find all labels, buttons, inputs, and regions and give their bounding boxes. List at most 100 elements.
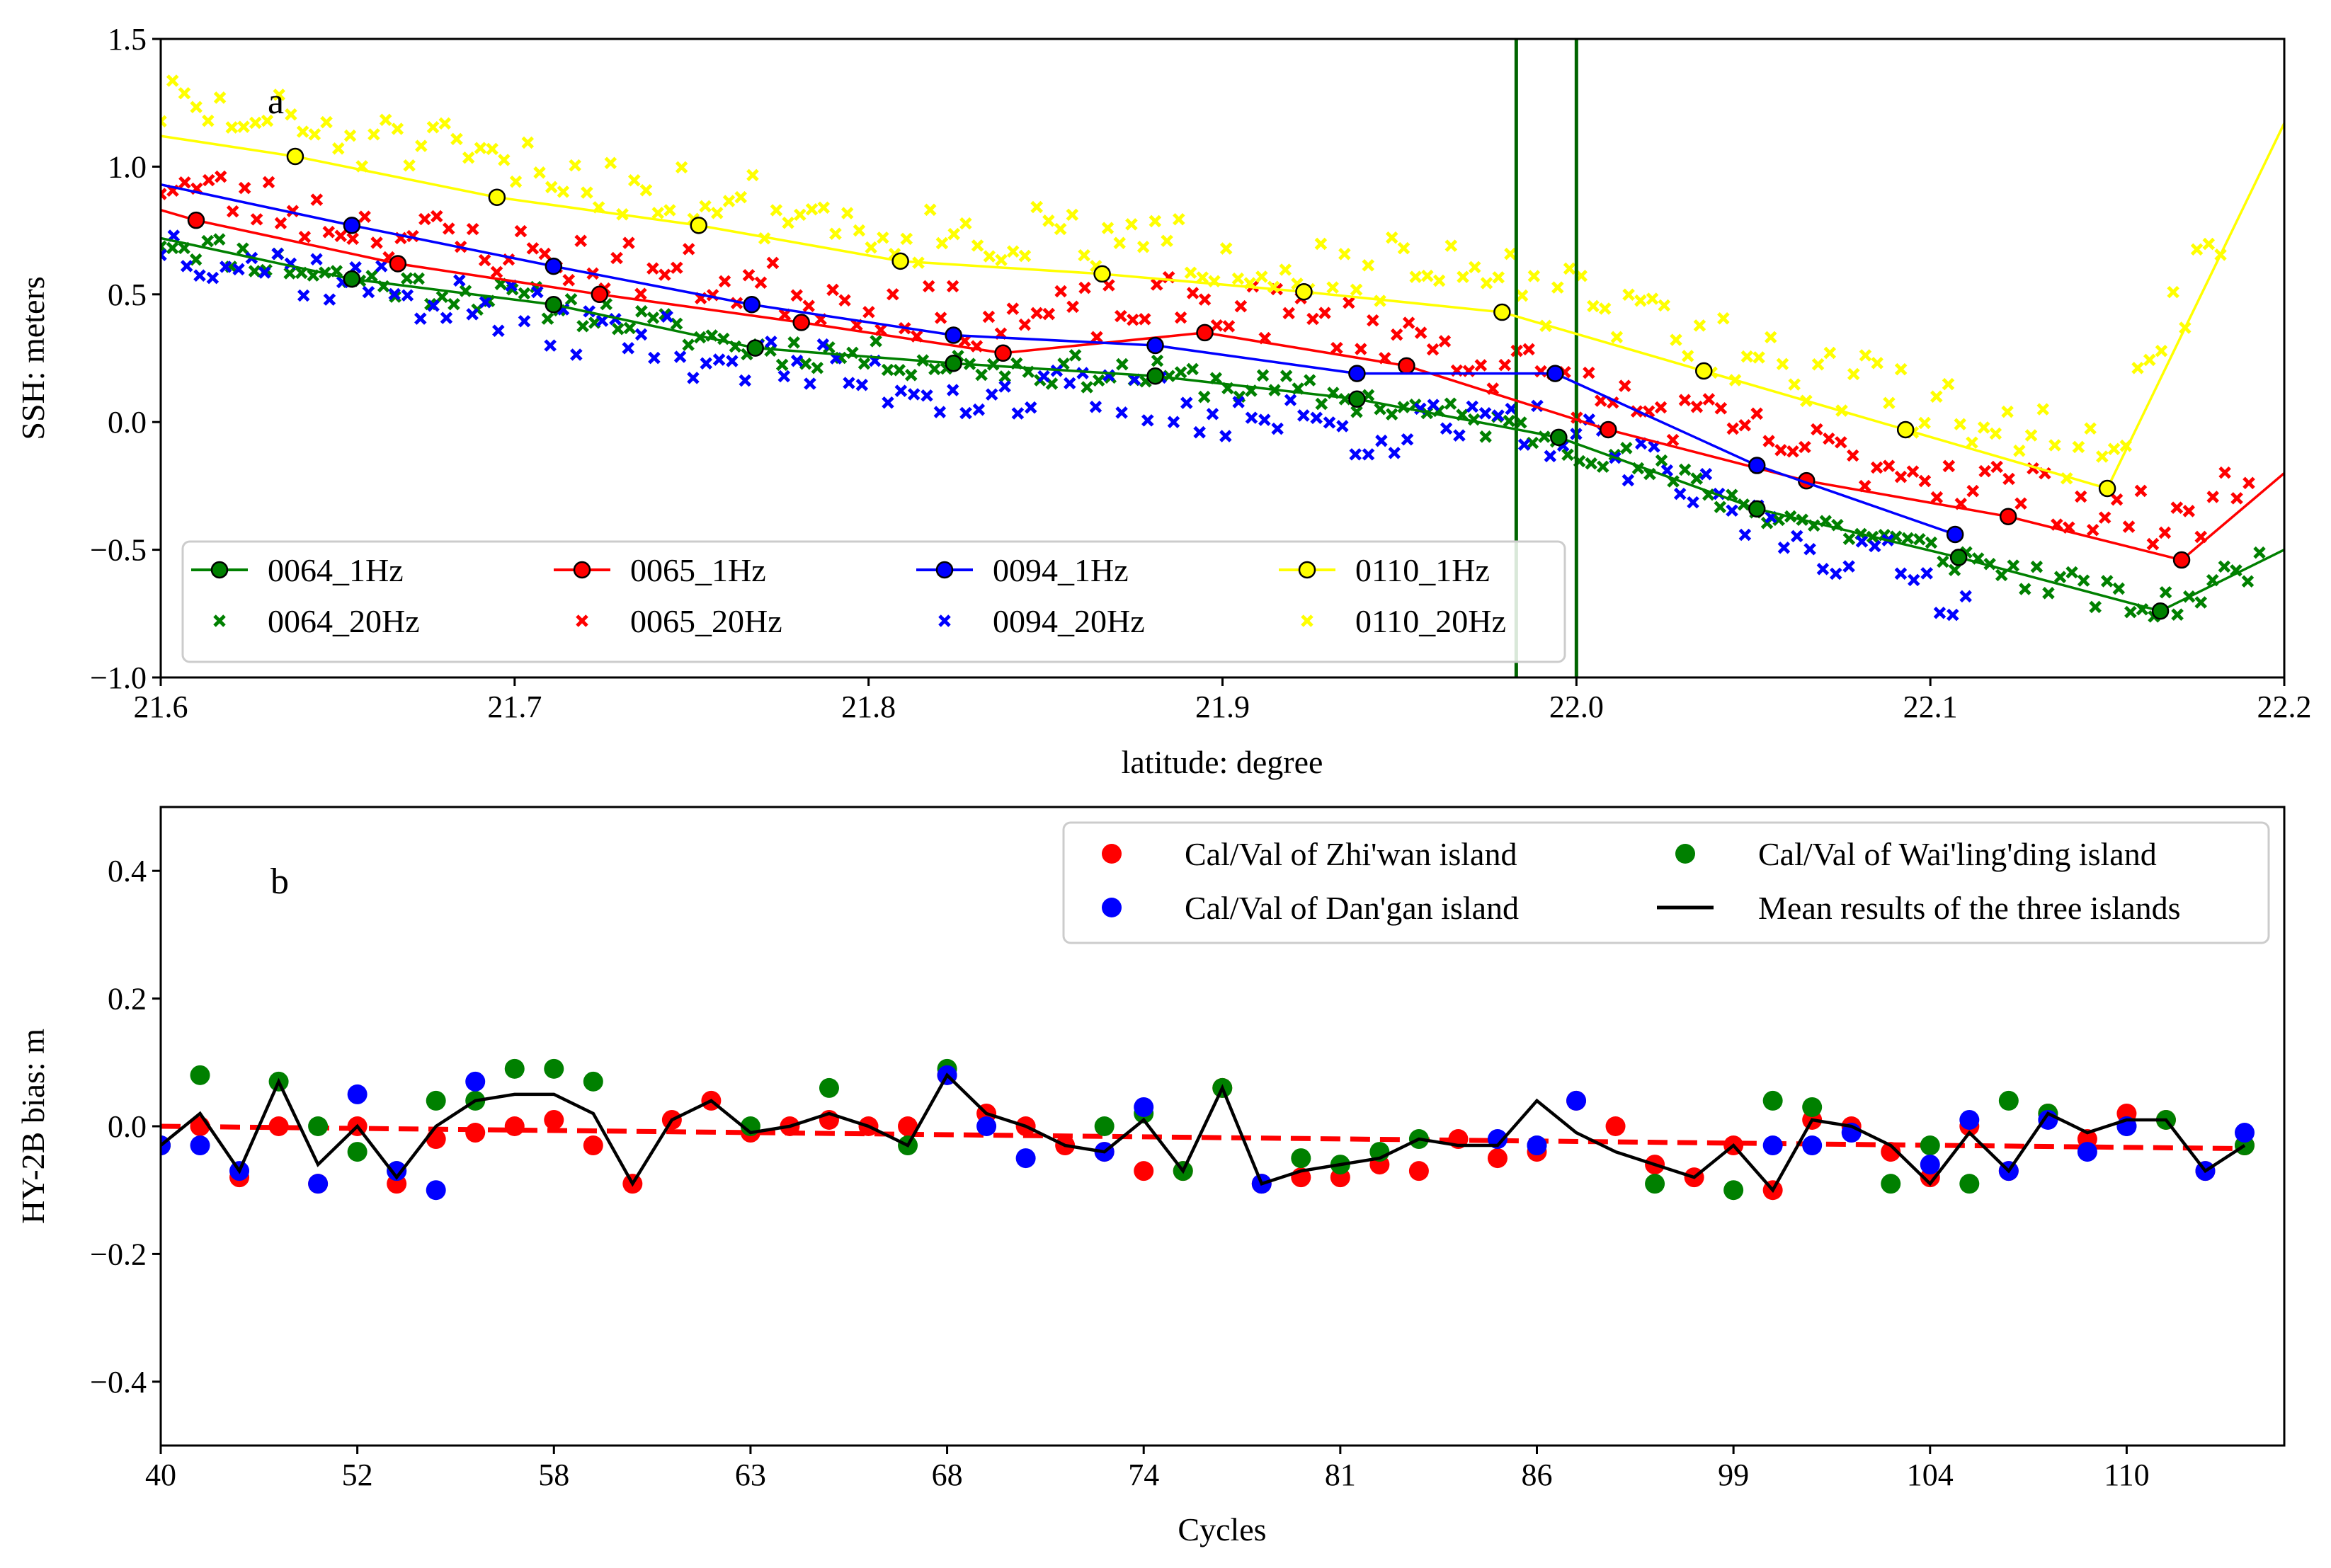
point-0094-20hz bbox=[440, 311, 453, 324]
point-0110-20hz bbox=[2013, 444, 2026, 457]
series-0064-1hz bbox=[161, 236, 2284, 620]
point-0065-20hz bbox=[370, 236, 383, 249]
point-0064-20hz bbox=[1256, 369, 1270, 382]
point-0094-20hz bbox=[219, 261, 232, 273]
point-0064-20hz bbox=[1315, 397, 1328, 411]
point-0110-20hz bbox=[1740, 350, 1754, 363]
point-0065-20hz bbox=[418, 212, 431, 226]
point-0064-20hz bbox=[893, 364, 906, 377]
point-0094-20hz bbox=[1271, 422, 1284, 435]
panel-b-ticks: 40 52 58 63 68 74 81 86 99 104 110 0.4 0.2 0.0 −0.2 −0.… bbox=[90, 854, 2149, 1492]
marker-0064-1hz bbox=[1550, 428, 1568, 447]
point-0065-20hz bbox=[1583, 366, 1595, 379]
x-tick-label: 40 bbox=[145, 1458, 176, 1492]
point-0094-20hz bbox=[777, 370, 791, 383]
point-0064-20hz bbox=[904, 369, 918, 382]
point-0110-20hz bbox=[161, 115, 167, 128]
legend-label-0064-1hz: 0064_1Hz bbox=[268, 552, 404, 588]
x-tick-label: 22.2 bbox=[2257, 689, 2312, 724]
point-0110-20hz bbox=[426, 120, 440, 134]
point-0064-20hz bbox=[646, 311, 660, 324]
point-0064-20hz bbox=[682, 338, 695, 351]
x-tick-label: 110 bbox=[2104, 1458, 2149, 1492]
point-0094-20hz bbox=[1011, 407, 1025, 420]
point-cal-val-of-dan-gan-island bbox=[387, 1161, 407, 1181]
point-0064-20hz bbox=[1385, 408, 1398, 421]
point-0110-20hz bbox=[1338, 248, 1351, 261]
point-0110-20hz bbox=[1551, 281, 1564, 294]
point-0065-20hz bbox=[1222, 320, 1236, 333]
marker-0065-1hz bbox=[792, 314, 810, 331]
point-0064-20hz bbox=[1280, 370, 1293, 382]
point-cal-val-of-zhi-wan-island bbox=[583, 1135, 603, 1156]
point-0065-20hz bbox=[1774, 444, 1787, 457]
point-0065-20hz bbox=[2014, 497, 2027, 510]
point-0110-20hz bbox=[1184, 266, 1197, 279]
point-0064-20hz bbox=[1995, 568, 2008, 582]
point-0110-20hz bbox=[332, 142, 345, 155]
point-0110-20hz bbox=[533, 166, 546, 179]
marker-0110-1hz bbox=[488, 188, 506, 206]
point-0064-20hz bbox=[2100, 575, 2114, 588]
point-0065-20hz bbox=[1990, 460, 2003, 474]
point-0110-20hz bbox=[1527, 270, 1541, 282]
point-cal-val-of-wai-ling-ding-island bbox=[1998, 1090, 2019, 1111]
marker-0065-1hz bbox=[389, 255, 407, 273]
point-0110-20hz bbox=[639, 183, 653, 197]
point-cal-val-of-dan-gan-island bbox=[426, 1180, 446, 1201]
point-0094-20hz bbox=[933, 406, 947, 418]
series-0110-1hz bbox=[161, 122, 2284, 498]
point-0110-20hz bbox=[627, 173, 641, 187]
point-0110-20hz bbox=[1421, 269, 1434, 282]
point-0094-20hz bbox=[673, 350, 687, 363]
point-cal-val-of-dan-gan-island bbox=[2077, 1142, 2097, 1162]
point-0094-20hz bbox=[1687, 496, 1699, 509]
point-0094-20hz bbox=[595, 314, 609, 327]
legend-box bbox=[181, 540, 1566, 663]
point-0110-20hz bbox=[711, 207, 724, 219]
legend-marker-0094-1hz bbox=[935, 561, 954, 579]
point-0064-20hz bbox=[2241, 575, 2255, 588]
panel-b-plot-area bbox=[161, 1058, 2255, 1201]
point-0094-20hz bbox=[1310, 411, 1323, 425]
point-0064-20hz bbox=[2007, 559, 2020, 572]
point-0094-20hz bbox=[1869, 539, 1881, 553]
point-0064-20hz bbox=[881, 363, 894, 377]
point-0110-20hz bbox=[1018, 249, 1032, 263]
line-0094-1hz bbox=[161, 183, 1956, 536]
point-0064-20hz bbox=[2112, 582, 2126, 595]
point-0064-20hz bbox=[236, 242, 249, 255]
point-0110-20hz bbox=[1776, 357, 1789, 371]
x-tick-label: 52 bbox=[342, 1458, 373, 1492]
legend-label-0094-20hz: 0094_20Hz bbox=[993, 603, 1145, 639]
legend-marker-cal-val-of-wai-ling-ding-island bbox=[1675, 844, 1695, 864]
point-0110-20hz bbox=[2024, 429, 2038, 442]
x-tick-label: 21.8 bbox=[841, 689, 896, 724]
x-tick-label: 81 bbox=[1325, 1458, 1356, 1492]
point-0110-20hz bbox=[1397, 241, 1410, 255]
point-0065-20hz bbox=[1438, 335, 1452, 348]
marker-0094-1hz bbox=[1546, 365, 1564, 382]
point-0094-20hz bbox=[1336, 420, 1349, 433]
point-0094-20hz bbox=[1660, 464, 1674, 477]
point-0064-20hz bbox=[2030, 560, 2044, 573]
point-0065-20hz bbox=[1978, 464, 1991, 478]
point-0110-20hz bbox=[1847, 367, 1860, 381]
series-0065-1hz bbox=[161, 209, 2284, 569]
point-0110-20hz bbox=[343, 129, 357, 142]
point-0065-20hz bbox=[322, 225, 336, 239]
point-0065-20hz bbox=[1018, 318, 1032, 331]
point-0065-20hz bbox=[1186, 287, 1199, 299]
point-0110-20hz bbox=[877, 231, 889, 244]
point-0110-20hz bbox=[1255, 270, 1268, 283]
marker-0094-1hz bbox=[1946, 525, 1964, 544]
point-0094-20hz bbox=[323, 293, 336, 306]
point-0094-20hz bbox=[1401, 433, 1414, 446]
point-0065-20hz bbox=[2002, 472, 2015, 486]
panel-b-xlabel: Cycles bbox=[1178, 1511, 1266, 1547]
point-cal-val-of-wai-ling-ding-island bbox=[1723, 1180, 1744, 1201]
point-0065-20hz bbox=[2182, 505, 2196, 517]
point-0110-20hz bbox=[923, 203, 937, 217]
point-0110-20hz bbox=[1279, 263, 1292, 276]
point-0094-20hz bbox=[1933, 607, 1947, 619]
